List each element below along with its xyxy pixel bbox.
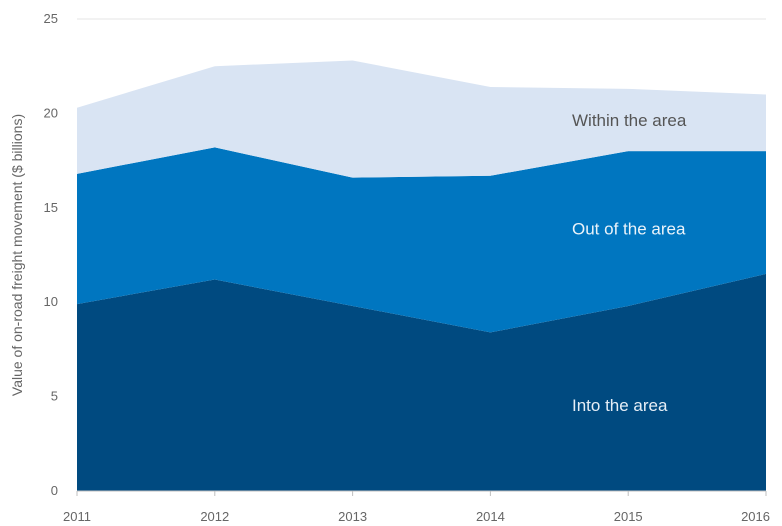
y-tick-labels: 0 5 10 15 20 25 <box>44 11 58 498</box>
x-tick-label: 2015 <box>614 509 643 524</box>
x-tick-labels: 2011 2012 2013 2014 2015 2016 <box>63 509 770 524</box>
series-label-out-of-the-area: Out of the area <box>572 220 686 239</box>
area-series <box>77 60 766 491</box>
x-tick-label: 2014 <box>476 509 505 524</box>
area-out-of-the-area <box>77 147 766 333</box>
y-tick-label: 20 <box>44 105 58 120</box>
x-tick-label: 2013 <box>338 509 367 524</box>
y-tick-label: 5 <box>51 389 58 404</box>
y-tick-label: 0 <box>51 483 58 498</box>
y-axis-title: Value of on-road freight movement ($ bil… <box>9 114 25 396</box>
x-tick-label: 2016 <box>741 509 770 524</box>
area-into-the-area <box>77 273 766 491</box>
y-tick-label: 25 <box>44 11 58 26</box>
series-label-into-the-area: Into the area <box>572 396 668 415</box>
area-within-the-area <box>77 60 766 178</box>
axes <box>76 490 767 496</box>
series-labels: Into the area Out of the area Within the a… <box>572 111 687 415</box>
y-tick-label: 15 <box>44 200 58 215</box>
series-label-within-the-area: Within the area <box>572 111 687 130</box>
y-tick-label: 10 <box>44 294 58 309</box>
x-tick-label: 2011 <box>63 509 91 524</box>
x-tick-label: 2012 <box>200 509 229 524</box>
